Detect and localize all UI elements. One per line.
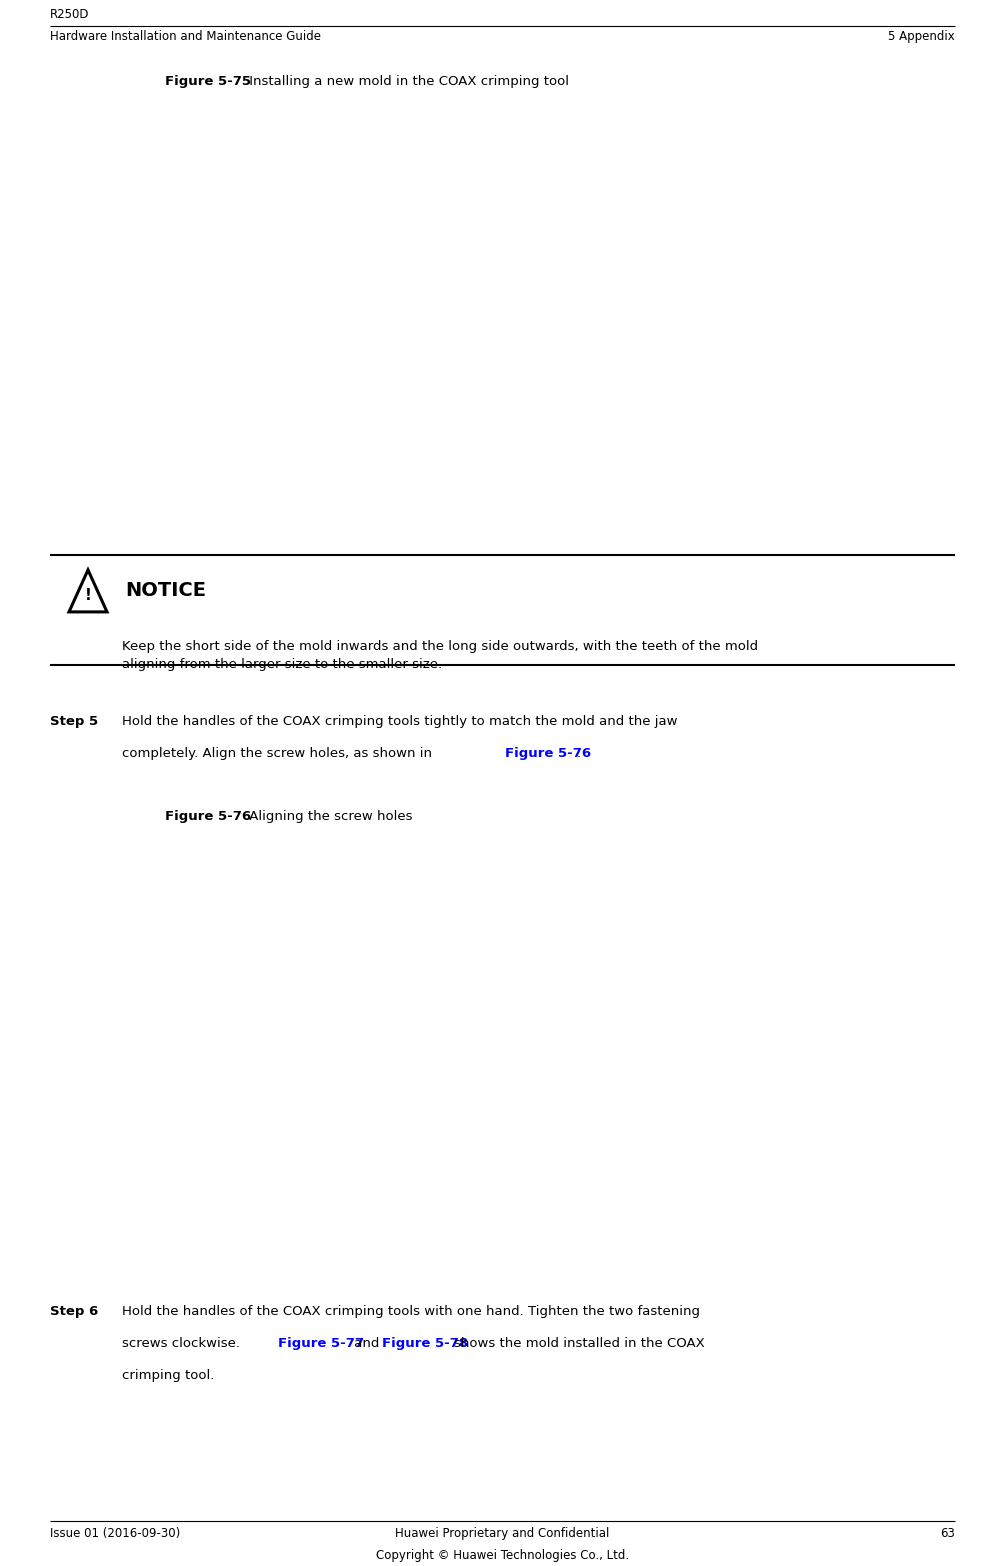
Text: completely. Align the screw holes, as shown in: completely. Align the screw holes, as sh… — [122, 747, 436, 760]
Text: NOTICE: NOTICE — [125, 581, 206, 600]
Text: Figure 5-78: Figure 5-78 — [381, 1337, 467, 1350]
Text: .: . — [577, 747, 581, 760]
Text: Copyright © Huawei Technologies Co., Ltd.: Copyright © Huawei Technologies Co., Ltd… — [375, 1549, 629, 1561]
Text: Figure 5-75: Figure 5-75 — [164, 75, 251, 88]
Text: Hardware Installation and Maintenance Guide: Hardware Installation and Maintenance Gu… — [50, 30, 321, 42]
Text: Figure 5-77: Figure 5-77 — [278, 1337, 364, 1350]
Polygon shape — [69, 570, 107, 612]
Text: Figure 5-76: Figure 5-76 — [164, 810, 251, 824]
Text: crimping tool.: crimping tool. — [122, 1369, 215, 1383]
Text: Aligning the screw holes: Aligning the screw holes — [245, 810, 412, 824]
Text: Issue 01 (2016-09-30): Issue 01 (2016-09-30) — [50, 1527, 181, 1539]
Text: Huawei Proprietary and Confidential: Huawei Proprietary and Confidential — [395, 1527, 609, 1539]
Text: shows the mold installed in the COAX: shows the mold installed in the COAX — [453, 1337, 704, 1350]
Text: Step 5: Step 5 — [50, 716, 98, 728]
Text: Hold the handles of the COAX crimping tools tightly to match the mold and the ja: Hold the handles of the COAX crimping to… — [122, 716, 677, 728]
Text: Installing a new mold in the COAX crimping tool: Installing a new mold in the COAX crimpi… — [245, 75, 569, 88]
Text: 5 Appendix: 5 Appendix — [888, 30, 954, 42]
Text: Figure 5-76: Figure 5-76 — [505, 747, 591, 760]
Text: !: ! — [84, 587, 91, 603]
Text: R250D: R250D — [50, 8, 89, 20]
Text: 63: 63 — [939, 1527, 954, 1539]
Text: Hold the handles of the COAX crimping tools with one hand. Tighten the two faste: Hold the handles of the COAX crimping to… — [122, 1304, 699, 1319]
Text: Keep the short side of the mold inwards and the long side outwards, with the tee: Keep the short side of the mold inwards … — [122, 640, 757, 670]
Text: screws clockwise.: screws clockwise. — [122, 1337, 244, 1350]
Text: and: and — [350, 1337, 383, 1350]
Text: Step 6: Step 6 — [50, 1304, 98, 1319]
